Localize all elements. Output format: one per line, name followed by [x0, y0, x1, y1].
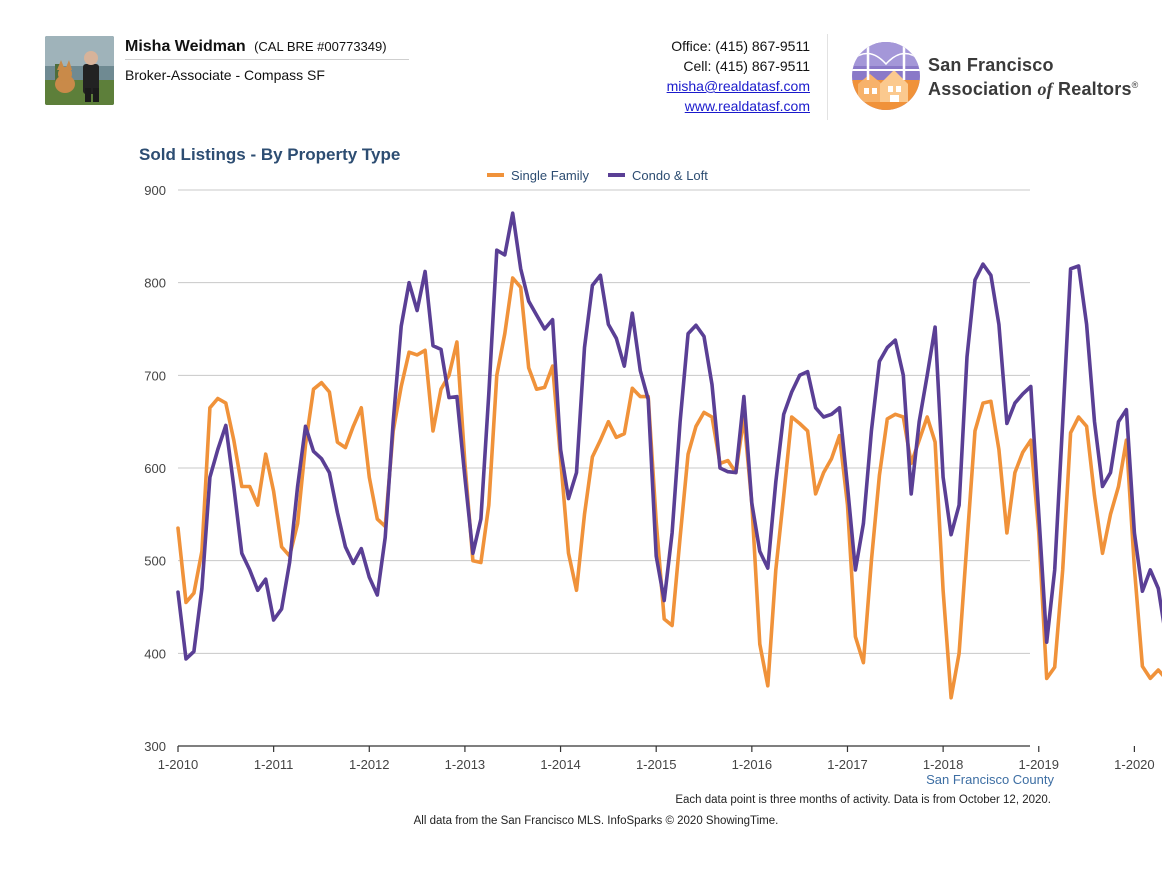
cell-phone: Cell: (415) 867-9511	[683, 58, 810, 74]
county-label: San Francisco County	[926, 772, 1054, 787]
chart-title: Sold Listings - By Property Type	[139, 145, 400, 164]
association-name: San Francisco Association of Realtors®	[928, 55, 1139, 99]
y-axis-tick-labels: 300 400 500 600 700 800 900	[144, 183, 166, 754]
y-tick-label: 700	[144, 368, 166, 383]
series-line-condo-loft	[176, 211, 1162, 661]
association-name-word: Association	[928, 79, 1038, 99]
legend-label-condo-loft: Condo & Loft	[632, 168, 708, 183]
y-tick-label: 900	[144, 183, 166, 198]
association-name-line1: San Francisco	[928, 55, 1054, 75]
x-tick-label: 1-2019	[1019, 757, 1059, 772]
association-name-of: of	[1037, 79, 1053, 99]
chart-legend: Single Family Condo & Loft	[487, 168, 708, 183]
data-note: Each data point is three months of activ…	[675, 794, 1051, 806]
association-name-line2: Association of Realtors®	[928, 75, 1139, 99]
association-name-realtors: Realtors	[1052, 79, 1132, 99]
agent-photo	[45, 36, 114, 105]
y-tick-label: 800	[144, 276, 166, 291]
agent-title: Broker-Associate - Compass SF	[125, 67, 325, 83]
x-tick-label: 1-2011	[254, 757, 294, 772]
agent-info: Misha Weidman (CAL BRE #00773349) Broker…	[125, 36, 409, 84]
contact-info: Office: (415) 867-9511 Cell: (415) 867-9…	[667, 36, 810, 116]
office-phone: Office: (415) 867-9511	[671, 38, 810, 54]
series-lines	[176, 211, 1162, 700]
association-logo-icon	[850, 40, 922, 112]
y-tick-label: 600	[144, 461, 166, 476]
x-tick-label: 1-2017	[827, 757, 867, 772]
header-divider	[827, 34, 828, 120]
y-gridlines	[178, 189, 1030, 654]
x-tick-label: 1-2014	[540, 757, 580, 772]
registered-mark: ®	[1131, 80, 1139, 90]
source-note: All data from the San Francisco MLS. Inf…	[414, 815, 779, 827]
website-link[interactable]: www.realdatasf.com	[684, 98, 810, 114]
agent-license: (CAL BRE #00773349)	[254, 39, 387, 54]
series-line-single-family	[176, 276, 1162, 700]
agent-name-underline	[125, 59, 409, 60]
x-tick-label: 1-2018	[923, 757, 963, 772]
x-axis: 1-2010 1-2011 1-2012 1-2013 1-2014 1-2015 1-20…	[158, 745, 1155, 772]
x-tick-label: 1-2020	[1114, 757, 1154, 772]
email-link[interactable]: misha@realdatasf.com	[666, 78, 810, 94]
legend-label-single-family: Single Family	[511, 168, 590, 183]
y-tick-label: 300	[144, 739, 166, 754]
y-tick-label: 400	[144, 646, 166, 661]
x-tick-label: 1-2015	[636, 757, 676, 772]
x-tick-label: 1-2012	[349, 757, 389, 772]
x-tick-label: 1-2010	[158, 757, 198, 772]
agent-name-line: Misha Weidman (CAL BRE #00773349)	[125, 36, 409, 58]
agent-name: Misha Weidman	[125, 38, 246, 55]
x-tick-label: 1-2013	[445, 757, 485, 772]
x-tick-label: 1-2016	[732, 757, 772, 772]
y-tick-label: 500	[144, 554, 166, 569]
